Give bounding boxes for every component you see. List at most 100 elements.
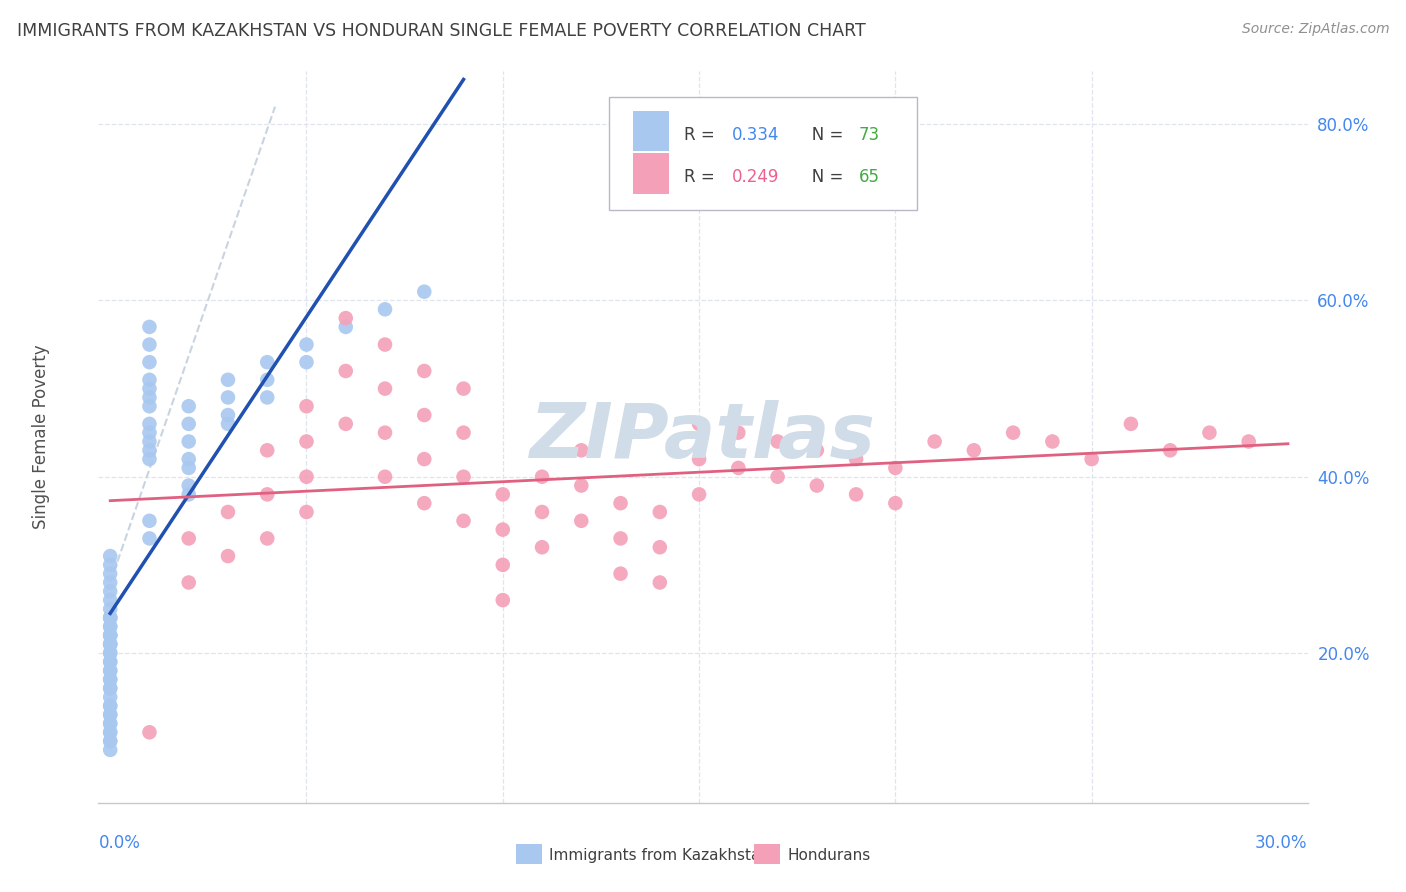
Point xyxy=(98,664,121,678)
Point xyxy=(177,434,200,449)
Point xyxy=(98,628,121,642)
Point xyxy=(98,611,121,625)
Point xyxy=(453,514,475,528)
Point xyxy=(492,558,515,572)
Point xyxy=(1080,452,1102,467)
Point xyxy=(845,487,868,501)
Point xyxy=(98,725,121,739)
Point xyxy=(374,337,396,351)
Point xyxy=(766,434,789,449)
Point xyxy=(374,469,396,483)
Point xyxy=(806,443,828,458)
Point xyxy=(806,478,828,492)
Point xyxy=(295,399,318,413)
Point xyxy=(138,443,160,458)
Point xyxy=(98,698,121,713)
Point xyxy=(138,514,160,528)
Point xyxy=(256,355,278,369)
Point xyxy=(453,469,475,483)
Point xyxy=(98,549,121,563)
Point xyxy=(217,417,239,431)
Point xyxy=(413,408,436,422)
Point xyxy=(138,382,160,396)
Point xyxy=(609,566,631,581)
Point xyxy=(138,434,160,449)
Point xyxy=(177,532,200,546)
Point xyxy=(98,673,121,687)
Text: R =: R = xyxy=(683,126,720,144)
Text: Hondurans: Hondurans xyxy=(787,848,870,863)
Point xyxy=(177,399,200,413)
Point xyxy=(138,399,160,413)
Point xyxy=(98,716,121,731)
Point xyxy=(98,575,121,590)
Point xyxy=(413,364,436,378)
Point xyxy=(138,452,160,467)
FancyBboxPatch shape xyxy=(633,153,669,194)
Point xyxy=(688,417,710,431)
Point xyxy=(1159,443,1181,458)
Point xyxy=(98,655,121,669)
Point xyxy=(374,425,396,440)
Point xyxy=(138,355,160,369)
Point xyxy=(295,434,318,449)
Point xyxy=(569,443,592,458)
Point xyxy=(295,469,318,483)
Text: R =: R = xyxy=(683,169,720,186)
Point xyxy=(217,391,239,405)
Point xyxy=(413,285,436,299)
Point xyxy=(98,602,121,616)
Text: 73: 73 xyxy=(859,126,880,144)
Point xyxy=(1119,417,1142,431)
Point xyxy=(884,461,907,475)
Point xyxy=(1042,434,1064,449)
Point xyxy=(138,373,160,387)
Point xyxy=(335,320,357,334)
Point xyxy=(217,505,239,519)
Text: Immigrants from Kazakhstan: Immigrants from Kazakhstan xyxy=(550,848,770,863)
Point xyxy=(924,434,946,449)
Point xyxy=(531,469,554,483)
Text: 0.249: 0.249 xyxy=(733,169,779,186)
Point xyxy=(98,725,121,739)
Point xyxy=(217,549,239,563)
Point xyxy=(569,478,592,492)
Point xyxy=(688,452,710,467)
Point xyxy=(531,505,554,519)
Point xyxy=(138,391,160,405)
Point xyxy=(177,487,200,501)
Point xyxy=(98,646,121,660)
Point xyxy=(492,523,515,537)
Text: Source: ZipAtlas.com: Source: ZipAtlas.com xyxy=(1241,22,1389,37)
Point xyxy=(413,496,436,510)
Point xyxy=(727,425,749,440)
Point xyxy=(98,716,121,731)
Point xyxy=(138,425,160,440)
Point xyxy=(98,637,121,651)
Point xyxy=(845,452,868,467)
Point xyxy=(98,619,121,633)
Point xyxy=(531,540,554,554)
FancyBboxPatch shape xyxy=(754,844,780,864)
Point xyxy=(98,698,121,713)
Text: N =: N = xyxy=(796,126,849,144)
Point xyxy=(648,505,671,519)
Point xyxy=(335,417,357,431)
Point xyxy=(98,646,121,660)
Point xyxy=(492,487,515,501)
Point xyxy=(98,637,121,651)
Point xyxy=(98,593,121,607)
Point xyxy=(98,655,121,669)
Point xyxy=(98,584,121,599)
Point xyxy=(138,725,160,739)
Point xyxy=(217,408,239,422)
Point xyxy=(138,337,160,351)
Point xyxy=(177,461,200,475)
Point xyxy=(98,743,121,757)
Text: ZIPatlas: ZIPatlas xyxy=(530,401,876,474)
Point xyxy=(98,681,121,696)
Point xyxy=(609,496,631,510)
Point xyxy=(98,681,121,696)
Point xyxy=(98,628,121,642)
Point xyxy=(295,505,318,519)
